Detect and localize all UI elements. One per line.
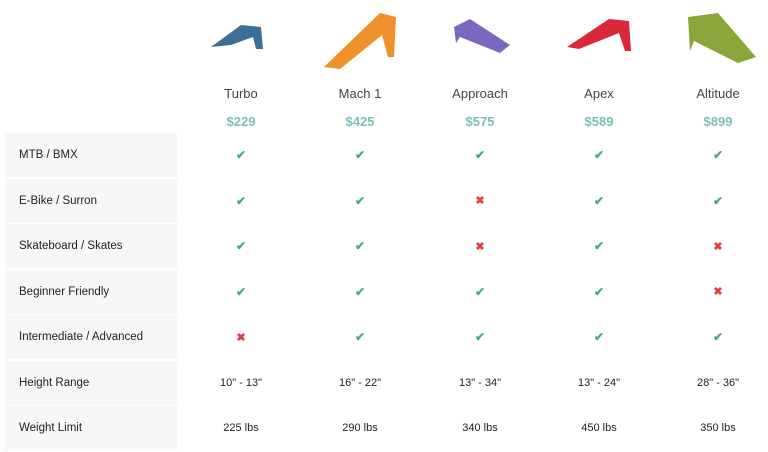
checkmark-icon: ✔ <box>354 193 366 208</box>
checkmark-icon: ✔ <box>712 330 724 344</box>
cell-value: 450 lbs <box>581 422 617 434</box>
product-image[interactable] <box>301 0 420 78</box>
product-image[interactable] <box>540 0 659 78</box>
checkmark-icon: ✔ <box>474 284 486 299</box>
checkmark-icon: ✔ <box>354 148 366 162</box>
checkmark-icon: ✔ <box>354 284 366 299</box>
row-label: Beginner Friendly <box>5 269 177 314</box>
product-image[interactable] <box>659 0 768 78</box>
table-row: MTB / BMX ✔ ✔ ✔ ✔ ✔ <box>5 133 768 179</box>
cross-icon: ✖ <box>475 240 485 253</box>
table-row: Intermediate / Advanced ✖ ✔ ✔ ✔ ✔ <box>5 315 768 361</box>
product-price: $899 <box>703 114 733 129</box>
checkmark-icon: ✔ <box>593 239 605 253</box>
cell-value: 13" - 24" <box>577 376 621 389</box>
cross-icon: ✖ <box>713 286 723 298</box>
cell-value: 225 lbs <box>223 422 259 434</box>
checkmark-icon: ✔ <box>235 193 247 208</box>
table-row: Beginner Friendly ✔ ✔ ✔ ✔ ✖ <box>5 269 768 316</box>
product-column: Altitude $899 <box>659 0 768 129</box>
cell-value: 13" - 34" <box>458 376 502 389</box>
cell-value: 350 lbs <box>700 422 736 434</box>
row-label: Weight Limit <box>5 406 177 450</box>
product-name: Altitude <box>696 86 740 101</box>
product-image[interactable] <box>182 0 301 78</box>
checkmark-icon: ✔ <box>593 193 605 208</box>
product-name: Turbo <box>224 86 258 101</box>
table-row: Height Range 10" - 13" 16" - 22" 13" - 34" 1… <box>5 360 768 407</box>
row-label: Intermediate / Advanced <box>5 315 177 359</box>
table-row: Weight Limit 225 lbs 290 lbs 340 lbs 450 lbs… <box>5 406 768 452</box>
checkmark-icon: ✔ <box>354 239 366 253</box>
cell-value: 16" - 22" <box>338 376 382 389</box>
product-column: Mach 1 $425 <box>301 0 420 129</box>
cross-icon: ✖ <box>475 195 485 207</box>
product-name: Apex <box>584 86 614 101</box>
product-image[interactable] <box>421 0 540 78</box>
table-row: Skateboard / Skates ✔ ✔ ✖ ✔ ✖ <box>5 224 768 270</box>
row-label: Skateboard / Skates <box>5 224 177 268</box>
product-column: Turbo $229 <box>182 0 301 129</box>
product-price: $425 <box>345 114 375 129</box>
cross-icon: ✖ <box>713 240 723 253</box>
product-price: $575 <box>465 114 495 129</box>
checkmark-icon: ✔ <box>593 330 605 344</box>
table-row: E-Bike / Surron ✔ ✔ ✖ ✔ ✔ <box>5 178 768 225</box>
product-column: Apex $589 <box>540 0 659 129</box>
product-name: Mach 1 <box>338 86 382 101</box>
cell-value: 290 lbs <box>342 422 378 434</box>
row-label: Height Range <box>5 360 177 405</box>
checkmark-icon: ✔ <box>593 284 605 299</box>
cell-value: 10" - 13" <box>219 376 263 389</box>
product-price: $229 <box>226 114 256 129</box>
checkmark-icon: ✔ <box>235 148 247 162</box>
checkmark-icon: ✔ <box>474 330 486 344</box>
checkmark-icon: ✔ <box>712 193 724 208</box>
product-column: Approach $575 <box>421 0 540 129</box>
cell-value: 340 lbs <box>462 422 498 434</box>
cell-value: 28" - 36" <box>696 376 740 389</box>
product-price: $589 <box>584 114 614 129</box>
checkmark-icon: ✔ <box>593 148 605 162</box>
checkmark-icon: ✔ <box>712 148 724 162</box>
row-label: E-Bike / Surron <box>5 178 177 223</box>
product-name: Approach <box>452 86 508 101</box>
cross-icon: ✖ <box>236 331 246 344</box>
checkmark-icon: ✔ <box>235 284 247 299</box>
checkmark-icon: ✔ <box>474 148 486 162</box>
checkmark-icon: ✔ <box>354 330 366 344</box>
checkmark-icon: ✔ <box>235 239 247 253</box>
row-label: MTB / BMX <box>5 133 177 177</box>
